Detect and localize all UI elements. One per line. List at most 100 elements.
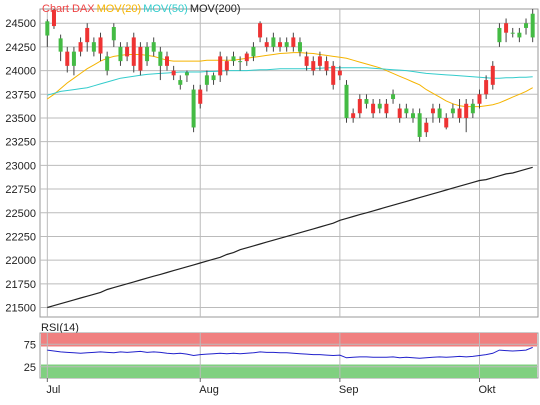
candle-body <box>490 65 495 85</box>
candle <box>105 51 110 76</box>
candle-body <box>218 56 223 76</box>
candle <box>371 99 376 118</box>
candle <box>450 103 455 118</box>
series-line-mov200 <box>47 166 533 309</box>
candle-body <box>404 108 409 114</box>
candle <box>111 23 116 47</box>
candle-body <box>457 108 462 118</box>
candle-body <box>191 89 196 128</box>
candle-body <box>444 117 449 128</box>
candle <box>404 103 409 118</box>
candle <box>258 21 263 43</box>
candle-body <box>450 108 455 114</box>
candle-body <box>377 103 382 109</box>
candle <box>311 56 316 76</box>
candle <box>151 37 156 57</box>
legend: Chart DAX MOV(20) MOV(50) MOV(200) <box>42 3 241 15</box>
candle-body <box>351 113 356 118</box>
y-tick-label: 21750 <box>5 279 36 291</box>
candle <box>377 99 382 114</box>
candle <box>331 61 336 90</box>
candle <box>231 51 236 66</box>
candle <box>477 89 482 109</box>
candle <box>517 27 522 43</box>
candle-body <box>430 108 435 114</box>
rsi-oversold-band <box>41 364 537 378</box>
x-tick-label: Jul <box>46 384 60 396</box>
candle-body <box>251 46 256 57</box>
candle <box>138 42 143 76</box>
candle-body <box>337 70 342 76</box>
candle-body <box>324 61 329 71</box>
candle <box>211 72 216 85</box>
rsi-label: RSI(14) <box>41 322 79 334</box>
candle-body <box>58 38 63 52</box>
candle <box>165 51 169 71</box>
candle-body <box>484 80 489 95</box>
candle-body <box>317 56 322 66</box>
candle <box>504 18 509 43</box>
candle-body <box>278 42 283 47</box>
candle <box>98 32 103 62</box>
candle <box>71 46 76 76</box>
candle <box>198 84 203 109</box>
candle <box>251 42 256 62</box>
y-tick-label: 22000 <box>5 255 36 267</box>
candle-body <box>111 27 116 41</box>
candle <box>417 108 422 142</box>
candle <box>457 99 462 123</box>
candle-body <box>497 27 502 43</box>
candle-body <box>131 37 136 66</box>
series-line-mov50 <box>47 67 533 96</box>
candle <box>351 108 356 123</box>
candle <box>171 65 176 81</box>
candle-body <box>384 103 389 114</box>
candle-body <box>411 113 415 118</box>
candle-body <box>397 108 402 118</box>
candle-body <box>91 42 96 52</box>
candle-body <box>284 42 289 47</box>
candle <box>224 56 229 76</box>
candle <box>297 37 302 57</box>
candle <box>497 23 502 47</box>
rsi-line <box>47 346 533 359</box>
candle-body <box>264 42 269 47</box>
candle <box>344 80 349 123</box>
candle <box>324 56 329 76</box>
rsi-bands <box>41 333 537 378</box>
candle-body <box>244 53 249 62</box>
candle <box>437 103 442 123</box>
candle-body <box>470 103 475 114</box>
candle-body <box>504 23 509 33</box>
candle-body <box>211 75 216 81</box>
candle-body <box>231 56 236 62</box>
candle-body <box>464 103 469 118</box>
candle-body <box>85 27 90 43</box>
candle-body <box>45 21 50 36</box>
candle-body <box>357 99 362 114</box>
legend-entry: MOV(20) <box>97 3 142 15</box>
candle <box>484 75 489 100</box>
y-tick-label: 23750 <box>5 89 36 101</box>
candle <box>158 46 163 81</box>
x-axis: Jul Aug Sep Okt <box>46 378 496 396</box>
x-tick-label: Aug <box>199 384 219 396</box>
candle-body <box>258 23 263 38</box>
candle-body <box>224 61 229 71</box>
y-tick-label: 21500 <box>5 303 36 315</box>
rsi-tick-label: 25 <box>24 362 36 374</box>
candle-body <box>125 46 130 57</box>
candle-body <box>98 37 103 54</box>
candle-body <box>364 99 369 104</box>
x-tick-label: Okt <box>478 384 495 396</box>
y-tick-label: 23000 <box>5 160 36 172</box>
candle-body <box>311 61 316 71</box>
candle-body <box>184 72 189 76</box>
rsi-overbought-band <box>41 333 537 347</box>
candle <box>530 9 535 43</box>
rsi-panel: RSI(14) 25 75 <box>24 322 539 379</box>
candle-body <box>138 46 143 71</box>
candle <box>357 94 362 118</box>
y-tick-label: 24250 <box>5 42 36 54</box>
candle <box>131 32 136 73</box>
